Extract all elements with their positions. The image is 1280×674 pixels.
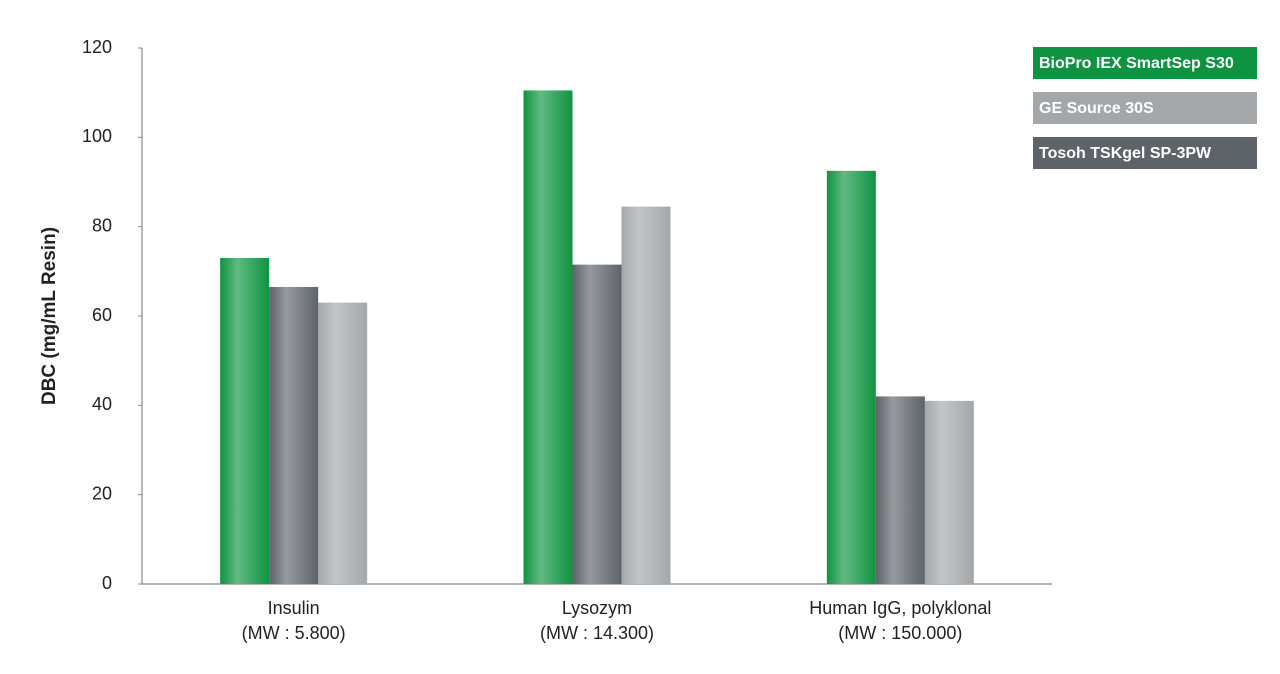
x-tick-note: (MW : 14.300)	[540, 623, 654, 643]
bar	[220, 257, 270, 584]
bar	[523, 90, 573, 584]
x-tick-note: (MW : 5.800)	[242, 623, 346, 643]
legend-label: GE Source 30S	[1039, 100, 1154, 117]
bar	[621, 206, 671, 585]
bar	[924, 400, 974, 584]
y-tick-label: 120	[82, 37, 112, 57]
y-tick-label: 40	[92, 394, 112, 414]
legend-swatch	[1033, 47, 1257, 79]
y-tick-label: 0	[102, 573, 112, 593]
bar	[826, 170, 876, 585]
x-tick-label: Lysozym	[562, 598, 632, 618]
y-tick-label: 100	[82, 126, 112, 146]
legend-swatch	[1033, 137, 1257, 169]
legend-swatch	[1033, 92, 1257, 124]
legend-label: BioPro IEX SmartSep S30	[1039, 55, 1234, 72]
x-tick-note: (MW : 150.000)	[838, 623, 962, 643]
x-tick-label: Human IgG, polyklonal	[809, 598, 991, 618]
bar	[875, 396, 925, 584]
y-axis-label: DBC (mg/mL Resin)	[39, 227, 60, 405]
bar	[269, 286, 319, 584]
y-tick-label: 80	[92, 215, 112, 235]
y-tick-label: 20	[92, 483, 112, 503]
bar	[318, 302, 368, 584]
bar	[572, 264, 622, 584]
y-tick-label: 60	[92, 305, 112, 325]
x-tick-label: Insulin	[268, 598, 320, 618]
legend-label: Tosoh TSKgel SP-3PW	[1039, 145, 1212, 162]
